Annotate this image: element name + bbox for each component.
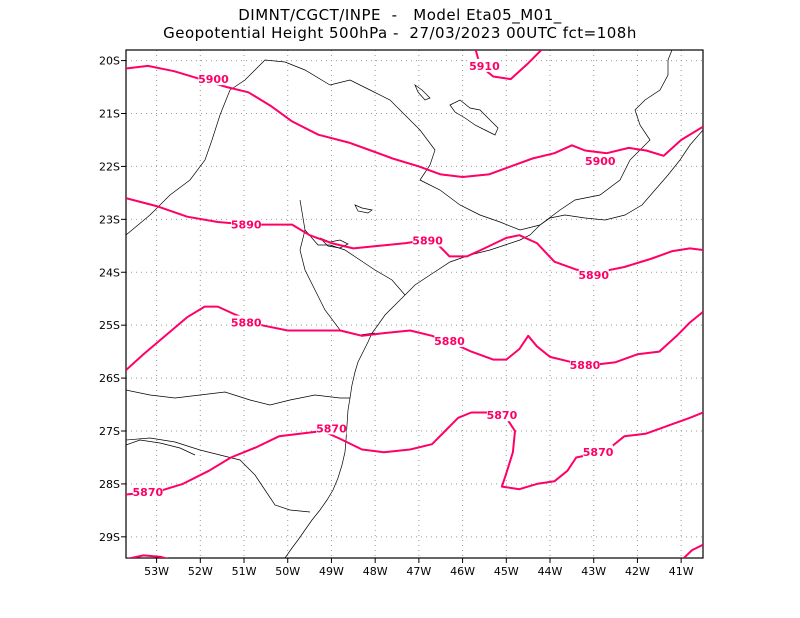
contour-line-5870 [126, 411, 703, 496]
contour-label-bg [132, 484, 163, 498]
reservoir-1 [449, 99, 499, 136]
latitude-tick-labels: 20S 21S 22S 23S 24S 25S 26S 27S 28S 29S [99, 55, 126, 544]
contour-line-5900 [126, 64, 703, 178]
contour-label-5900: 5900 [198, 73, 229, 86]
contour-label-5870: 5870 [316, 422, 347, 435]
contour-labels: 5910 5900 5900 5890 5890 5890 5880 5880 5880 5870… [132, 58, 616, 499]
border-minas-es [629, 50, 673, 161]
border-pr-sc [126, 389, 350, 406]
x-tick-label: 45W [494, 565, 519, 578]
contour-label-bg [578, 267, 609, 281]
y-tick-label: 25S [99, 319, 120, 332]
x-tick-label: 42W [625, 565, 650, 578]
y-tick-label: 26S [99, 372, 120, 385]
contour-label-5910: 5910 [469, 60, 500, 73]
border-sp-mg-north [329, 79, 436, 181]
contour-label-bg [231, 217, 262, 231]
x-tick-label: 53W [144, 565, 169, 578]
contour-label-bg [569, 357, 600, 371]
x-tick-label: 44W [538, 565, 563, 578]
border-mg-rj [539, 159, 631, 226]
reservoir-3 [354, 204, 373, 214]
border-ms-sp [229, 59, 331, 91]
y-tick-label: 24S [99, 266, 120, 279]
border-argentina [126, 439, 196, 456]
contour-label-bg [583, 445, 614, 459]
x-tick-label: 49W [319, 565, 344, 578]
border-sp-mg [419, 179, 541, 231]
x-tick-label: 50W [275, 565, 300, 578]
y-tick-label: 20S [99, 55, 120, 68]
y-tick-label: 27S [99, 425, 120, 438]
border-pr-west [299, 199, 376, 336]
contour-label-5900: 5900 [585, 155, 616, 168]
y-tick-label: 23S [99, 213, 120, 226]
map-title-line2: Geopotential Height 500hPa - 27/03/2023 … [163, 24, 637, 42]
y-tick-label: 21S [99, 108, 120, 121]
contour-line-5860 [126, 554, 169, 558]
border-sc-rs [126, 437, 311, 513]
x-tick-label: 51W [232, 565, 257, 578]
contour-label-bg [585, 154, 616, 168]
contour-label-bg [231, 315, 262, 329]
contour-label-bg [486, 408, 517, 422]
y-tick-label: 29S [99, 531, 120, 544]
contour-label-bg [316, 421, 347, 435]
contour-label-bg [434, 334, 465, 348]
contour-label-5890: 5890 [412, 235, 443, 248]
border-sp-pr [304, 229, 406, 296]
contour-label-bg [412, 233, 443, 247]
x-tick-label: 47W [406, 565, 431, 578]
contour-label-5890: 5890 [231, 219, 262, 232]
longitude-tick-labels: 53W 52W 51W 50W 49W 48W 47W 46W 45W 44W 43W 42W 41W [144, 558, 694, 578]
x-tick-label: 52W [188, 565, 213, 578]
x-tick-label: 46W [450, 565, 475, 578]
contour-label-5890: 5890 [578, 269, 609, 282]
border-ms-pr [126, 89, 231, 236]
coastline [284, 129, 703, 558]
map-title-line1: DIMNT/CGCT/INPE - Model Eta05_M01_ [238, 6, 562, 24]
contour-line-5880 [126, 305, 703, 371]
coastline-and-borders [126, 50, 703, 558]
plot-frame [125, 49, 704, 559]
contour-label-5870: 5870 [487, 409, 518, 422]
contour-label-bg [469, 58, 500, 72]
x-tick-label: 48W [363, 565, 388, 578]
contour-label-5870: 5870 [583, 446, 614, 459]
y-tick-label: 22S [99, 160, 120, 173]
contour-label-bg [198, 72, 229, 86]
contour-label-5880: 5880 [570, 359, 601, 372]
x-tick-label: 41W [669, 565, 694, 578]
grid-lines [126, 50, 703, 558]
contour-line-5860 [682, 543, 703, 558]
reservoir-2 [414, 83, 431, 101]
contour-label-5880: 5880 [231, 317, 262, 330]
contour-label-5880: 5880 [434, 335, 465, 348]
y-tick-label: 28S [99, 478, 120, 491]
contour-label-5870: 5870 [133, 486, 164, 499]
x-tick-label: 43W [581, 565, 606, 578]
